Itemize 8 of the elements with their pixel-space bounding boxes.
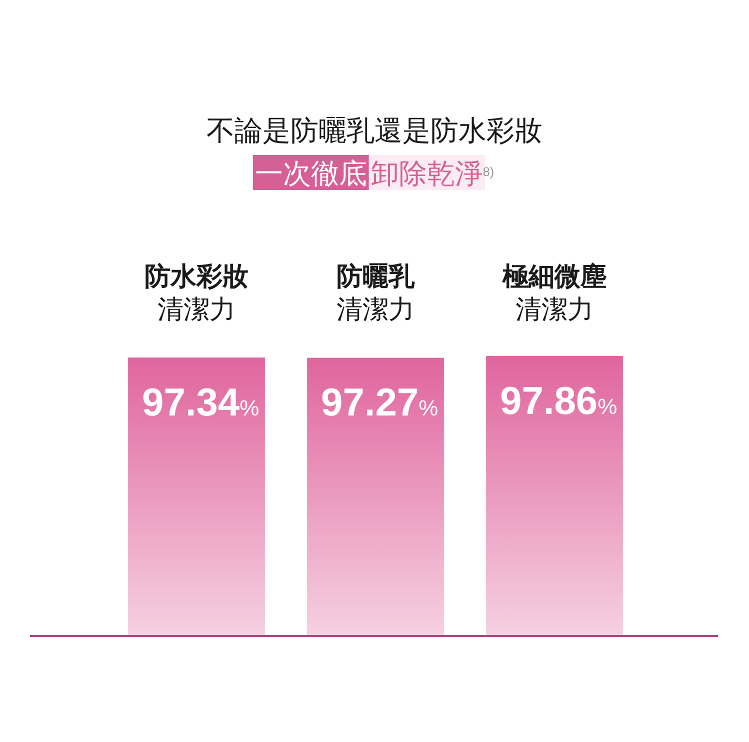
category-label: 防曬乳清潔力 bbox=[336, 261, 414, 324]
value-label: 97.86% bbox=[500, 380, 618, 423]
title: 不論是防曬乳還是防水彩妝 bbox=[206, 115, 542, 146]
value-label: 97.27% bbox=[321, 382, 438, 425]
subtitle: 一次徹底卸除乾淨$^{8)}$ bbox=[252, 155, 494, 190]
category-label: 極細微塵清潔力 bbox=[502, 261, 606, 324]
category-label: 防水彩妝清潔力 bbox=[144, 261, 248, 324]
value-label: 97.34% bbox=[142, 382, 260, 424]
